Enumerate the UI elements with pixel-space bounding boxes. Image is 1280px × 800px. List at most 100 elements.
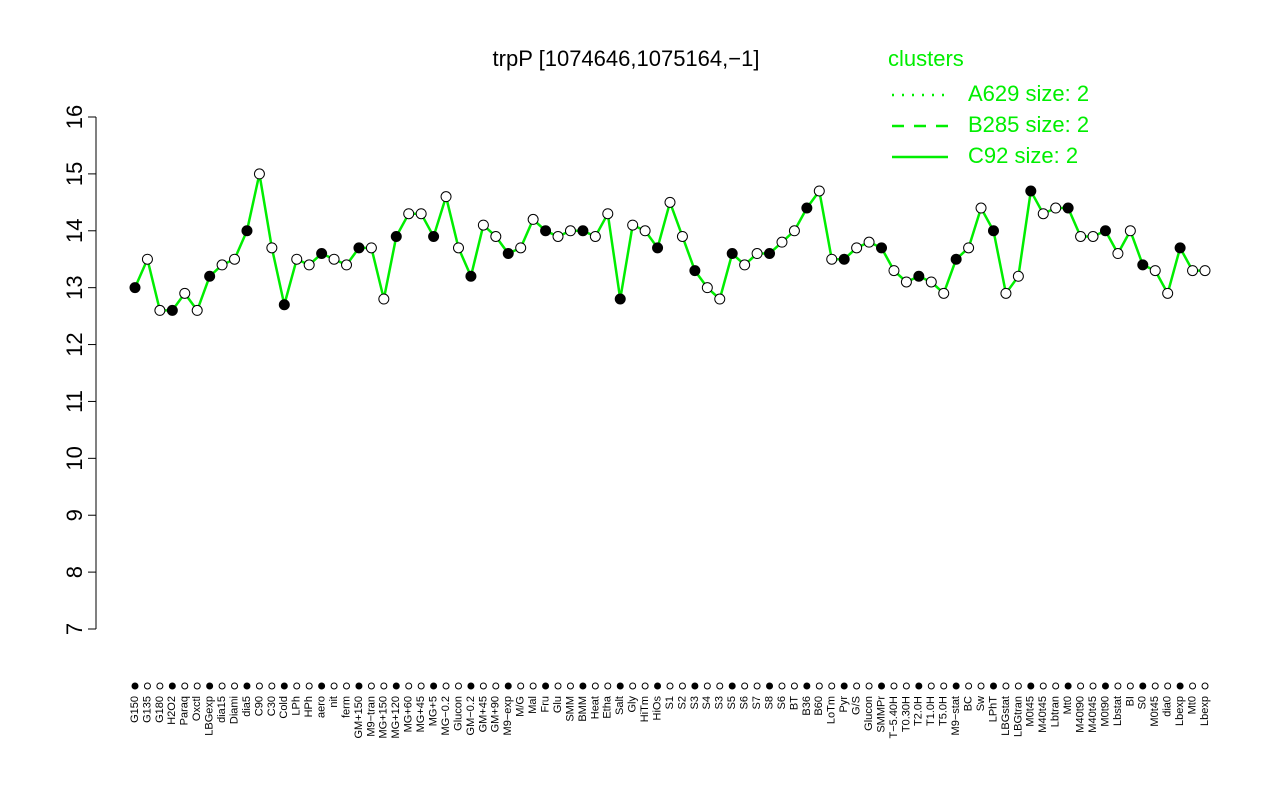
x-tick-dot xyxy=(492,682,500,690)
x-tick-label: Diami xyxy=(228,696,240,724)
x-tick-dot xyxy=(442,682,450,690)
x-tick-label: S4 xyxy=(701,696,713,709)
x-tick-label: T1.0H xyxy=(925,696,937,726)
point xyxy=(689,265,701,277)
x-tick-dot xyxy=(1114,682,1122,690)
point xyxy=(1199,265,1211,277)
x-tick-label: S3 xyxy=(714,696,726,709)
x-tick-dot xyxy=(703,682,711,690)
x-tick-label: M40t45 xyxy=(1037,696,1049,733)
x-tick-label: G135 xyxy=(141,696,153,723)
x-tick-label: M/G xyxy=(515,696,527,717)
x-tick-label: S8 xyxy=(763,696,775,709)
x-tick-label: M9−exp xyxy=(502,696,514,735)
x-tick-dot xyxy=(380,682,388,690)
point xyxy=(826,253,838,265)
point xyxy=(614,293,626,305)
x-tick-dot xyxy=(467,682,475,690)
point xyxy=(465,270,477,282)
x-tick-label: LPh xyxy=(291,696,303,716)
x-tick-label: GM+45 xyxy=(477,696,489,732)
point xyxy=(129,282,141,294)
point xyxy=(440,191,452,203)
y-tick-label: 8 xyxy=(62,566,87,578)
point xyxy=(963,242,975,254)
x-tick-dot xyxy=(504,682,512,690)
point xyxy=(925,276,937,288)
x-tick-dot xyxy=(243,682,251,690)
x-tick-dot xyxy=(1014,682,1022,690)
point xyxy=(490,230,502,242)
x-tick-label: B36 xyxy=(801,696,813,716)
y-tick-label: 16 xyxy=(62,105,87,129)
x-tick-dot xyxy=(206,682,214,690)
x-tick-label: HiTm xyxy=(639,696,651,722)
x-tick-dot xyxy=(591,682,599,690)
point xyxy=(888,265,900,277)
x-tick-dot xyxy=(1064,682,1072,690)
x-tick-label: aero xyxy=(316,696,328,718)
legend-title: clusters xyxy=(888,46,964,71)
x-tick-label: S0 xyxy=(1137,696,1149,709)
x-tick-label: LoTm xyxy=(826,696,838,724)
x-tick-label: M0t90 xyxy=(1099,696,1111,727)
point xyxy=(141,253,153,265)
legend-label: B285 size: 2 xyxy=(968,112,1089,137)
point xyxy=(1149,265,1161,277)
x-tick-label: Lbexp xyxy=(1199,696,1211,726)
point xyxy=(776,236,788,248)
x-tick-dot xyxy=(131,682,139,690)
x-tick-dot xyxy=(902,682,910,690)
x-tick-dot xyxy=(1089,682,1097,690)
point xyxy=(1025,185,1037,197)
y-tick-label: 15 xyxy=(62,162,87,186)
x-tick-label: Mt0 xyxy=(1062,696,1074,714)
x-tick-dot xyxy=(678,682,686,690)
x-tick-dot xyxy=(952,682,960,690)
point xyxy=(602,208,614,220)
point xyxy=(527,213,539,225)
x-tick-dot xyxy=(1201,682,1209,690)
x-tick-dot xyxy=(666,682,674,690)
x-tick-label: B60 xyxy=(813,696,825,716)
x-tick-label: Glucon xyxy=(863,696,875,731)
x-tick-dot xyxy=(1189,682,1197,690)
x-tick-label: SMM xyxy=(564,696,576,722)
point xyxy=(303,259,315,271)
x-tick-dot xyxy=(1126,682,1134,690)
x-tick-dot xyxy=(143,682,151,690)
x-tick-label: G150 xyxy=(129,696,141,723)
x-tick-dot xyxy=(168,682,176,690)
x-tick-label: S6 xyxy=(739,696,751,709)
point xyxy=(1162,287,1174,299)
x-tick-label: GM−0.2 xyxy=(465,696,477,735)
point xyxy=(739,259,751,271)
x-tick-dot xyxy=(989,682,997,690)
x-tick-label: LPhT xyxy=(987,696,999,723)
x-tick-dot xyxy=(181,682,189,690)
x-tick-dot xyxy=(430,682,438,690)
x-tick-dot xyxy=(268,682,276,690)
y-tick-label: 9 xyxy=(62,509,87,521)
point xyxy=(353,242,365,254)
x-tick-dot xyxy=(1052,682,1060,690)
x-tick-dot xyxy=(853,682,861,690)
x-tick-dot xyxy=(815,682,823,690)
point xyxy=(1174,242,1186,254)
x-tick-dot xyxy=(529,682,537,690)
x-tick-dot xyxy=(231,682,239,690)
point xyxy=(328,253,340,265)
x-tick-dot xyxy=(1139,682,1147,690)
x-tick-dot xyxy=(405,682,413,690)
x-tick-dot xyxy=(828,682,836,690)
point xyxy=(676,230,688,242)
point xyxy=(876,242,888,254)
series-line xyxy=(133,173,1205,314)
point xyxy=(838,253,850,265)
point xyxy=(266,242,278,254)
point xyxy=(515,242,527,254)
x-tick-label: Oxctl xyxy=(191,696,203,721)
x-tick-label: LBGexp xyxy=(204,696,216,736)
point xyxy=(415,208,427,220)
